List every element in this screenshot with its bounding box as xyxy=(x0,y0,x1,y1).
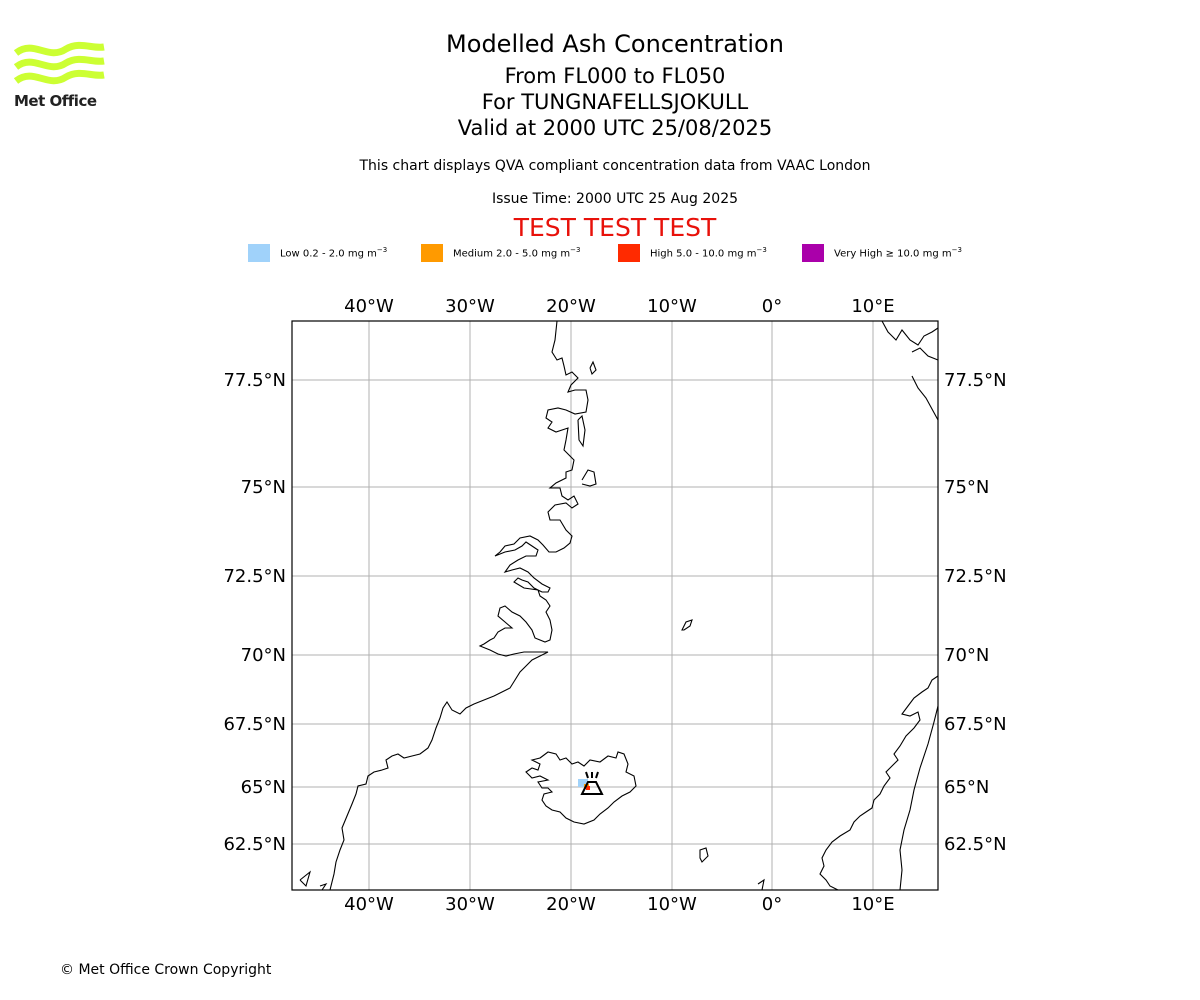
lon-tick-top: 0° xyxy=(762,296,782,317)
legend-item-medium: Medium 2.0 - 5.0 mg m−3 xyxy=(421,244,580,262)
lon-tick-bottom: 10°W xyxy=(647,894,697,915)
logo-text: Met Office xyxy=(14,92,97,110)
lat-tick-left: 75°N xyxy=(241,477,286,498)
legend-item-very-high: Very High ≥ 10.0 mg m−3 xyxy=(802,244,962,262)
lon-tick-top: 10°E xyxy=(851,296,894,317)
greenland-inlet-2 xyxy=(581,469,597,487)
greenland-inlet-3 xyxy=(589,360,597,376)
ash-high-area xyxy=(586,786,590,790)
lon-tick-bottom: 20°W xyxy=(546,894,596,915)
legend-swatch-low xyxy=(248,244,270,262)
jan-mayen xyxy=(681,619,693,631)
copyright-notice: © Met Office Crown Copyright xyxy=(60,962,272,978)
greenland-inlet-1 xyxy=(577,414,586,448)
legend-label-medium: Medium 2.0 - 5.0 mg m xyxy=(453,248,571,260)
lat-tick-left: 77.5°N xyxy=(223,370,286,391)
legend-item-low: Low 0.2 - 2.0 mg m−3 xyxy=(248,244,387,262)
faroe-islands xyxy=(699,847,709,863)
lat-tick-right: 65°N xyxy=(944,777,989,798)
greenland-se xyxy=(319,882,328,891)
legend-label-very-high: Very High ≥ 10.0 mg m xyxy=(834,248,952,260)
svalbard-3 xyxy=(911,375,939,421)
met-office-logo xyxy=(14,41,105,85)
legend-label-high: High 5.0 - 10.0 mg m xyxy=(650,248,757,260)
lon-tick-top: 20°W xyxy=(546,296,596,317)
svalbard-2 xyxy=(911,347,939,361)
chart-description: This chart displays QVA compliant concen… xyxy=(359,158,871,174)
lon-tick-bottom: 30°W xyxy=(445,894,495,915)
shetland xyxy=(757,878,765,891)
lon-tick-bottom: 0° xyxy=(762,894,782,915)
gridlines xyxy=(292,321,938,890)
ash-low-area xyxy=(578,779,588,787)
valid-time: Valid at 2000 UTC 25/08/2025 xyxy=(457,116,773,140)
lat-tick-left: 72.5°N xyxy=(223,566,286,587)
lat-tick-right: 72.5°N xyxy=(944,566,1007,587)
volcano-name: For TUNGNAFELLSJOKULL xyxy=(481,90,749,114)
norway-inner xyxy=(899,705,939,891)
legend-swatch-very-high xyxy=(802,244,824,262)
lat-tick-right: 75°N xyxy=(944,477,989,498)
map-frame xyxy=(291,320,939,891)
lat-tick-right: 77.5°N xyxy=(944,370,1007,391)
lon-tick-top: 10°W xyxy=(647,296,697,317)
lat-tick-left: 70°N xyxy=(241,645,286,666)
lon-tick-top: 40°W xyxy=(344,296,394,317)
legend-swatch-medium xyxy=(421,244,443,262)
iceland-coast xyxy=(525,751,637,825)
legend-swatch-high xyxy=(618,244,640,262)
coastlines xyxy=(299,320,939,891)
lon-tick-bottom: 10°E xyxy=(851,894,894,915)
volcano-icon xyxy=(580,771,604,795)
lat-tick-left: 67.5°N xyxy=(223,714,286,735)
lat-tick-left: 62.5°N xyxy=(223,834,286,855)
lon-tick-bottom: 40°W xyxy=(344,894,394,915)
lon-tick-top: 30°W xyxy=(445,296,495,317)
lat-tick-right: 67.5°N xyxy=(944,714,1007,735)
chart-title: Modelled Ash Concentration xyxy=(446,30,784,58)
issue-time: Issue Time: 2000 UTC 25 Aug 2025 xyxy=(491,191,739,207)
greenland-coast xyxy=(329,320,589,891)
test-banner: TEST TEST TEST xyxy=(513,213,717,242)
lat-tick-left: 65°N xyxy=(241,777,286,798)
greenland-south xyxy=(299,870,312,888)
legend-item-high: High 5.0 - 10.0 mg m−3 xyxy=(618,244,767,262)
flight-level-range: From FL000 to FL050 xyxy=(504,64,726,88)
legend-label-low: Low 0.2 - 2.0 mg m xyxy=(280,248,377,260)
norway-coast xyxy=(819,675,939,891)
svalbard xyxy=(881,320,939,346)
lat-tick-right: 62.5°N xyxy=(944,834,1007,855)
lat-tick-right: 70°N xyxy=(944,645,989,666)
